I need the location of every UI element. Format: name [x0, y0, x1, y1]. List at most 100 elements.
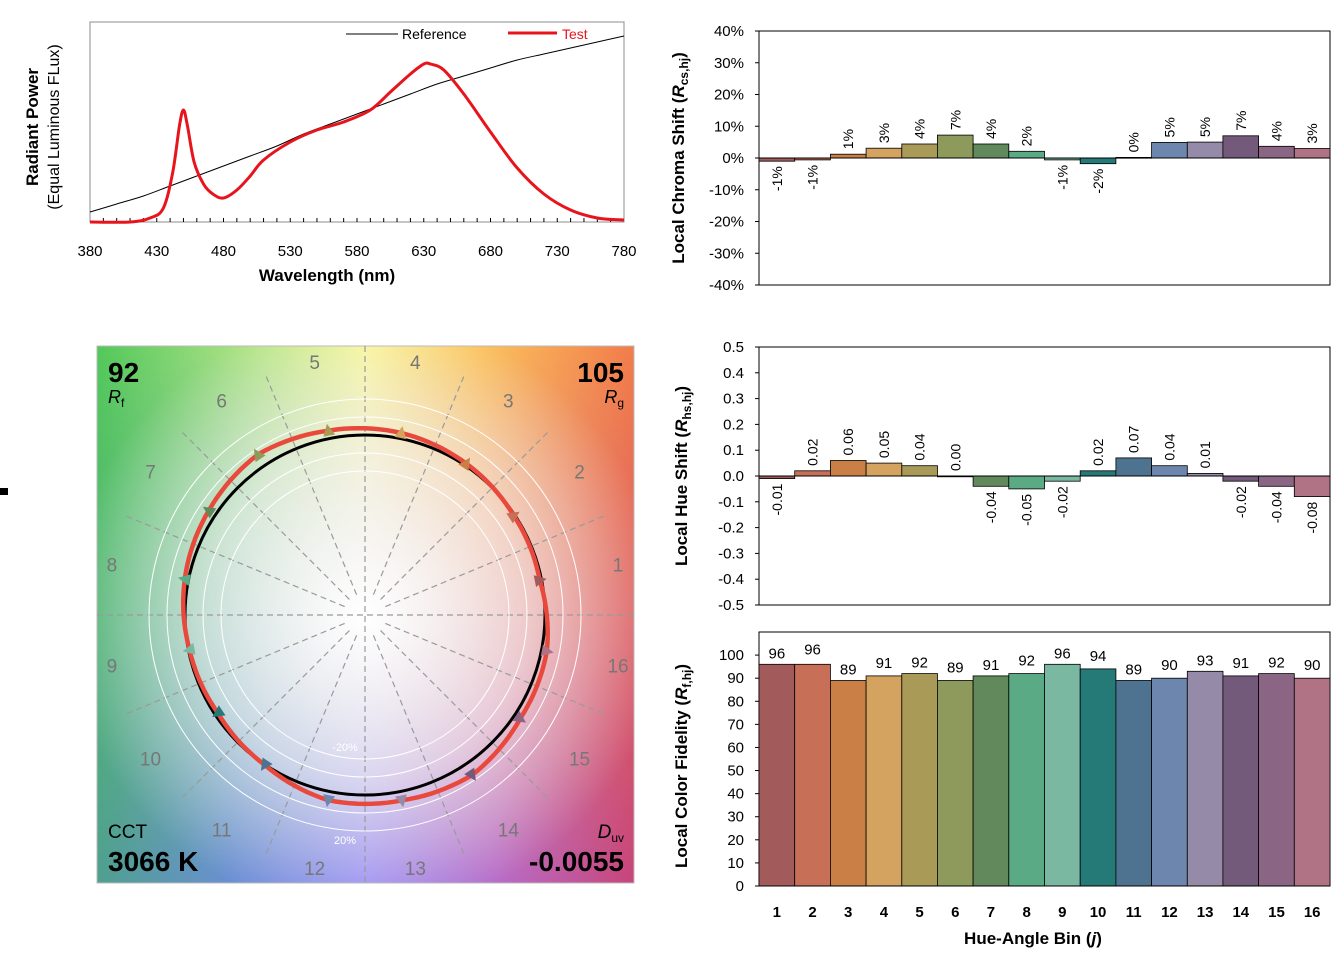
fid-bar-15	[1258, 673, 1295, 887]
vector-bin-label-2: 2	[574, 463, 585, 484]
spd-minor-ticks	[102, 218, 612, 222]
fid-bar-12	[1151, 677, 1188, 887]
fid-data-label-5: 92	[911, 655, 928, 672]
hue-data-label-9: -0.02	[1054, 486, 1070, 518]
vector-bg-center-glow	[65, 315, 665, 915]
hue-data-label-16: -0.08	[1304, 501, 1320, 533]
fidelity-y-tick-labels: 0 10 20 30 40 50 60 70 80 90 100	[719, 647, 759, 895]
spd-y-axis-subtitle: (Equal Luminous FLux)	[46, 44, 63, 209]
fid-bar-11	[1115, 680, 1153, 887]
chroma-data-label-1: -1%	[769, 166, 785, 191]
chroma-data-labels: -1% -1% 1% 3% 4% 7% 4% 2% -1% -2% 0% 5% 5% 7% 4% 3%	[769, 110, 1320, 194]
vector-test-outline	[180, 425, 550, 807]
vector-arrow-7	[202, 506, 217, 519]
rg-value: 105	[577, 357, 624, 388]
vector-ring	[148, 398, 582, 832]
hue-y-tick-labels: -0.5 -0.4 -0.3 -0.2 -0.1 0.0 0.1 0.2 0.3 0.4 0.5	[718, 339, 759, 614]
chroma-data-label-7: 4%	[983, 119, 999, 139]
hue-bar-9	[1044, 475, 1081, 482]
spd-x-tick-480: 480	[211, 243, 236, 260]
chroma-data-label-6: 7%	[947, 110, 963, 130]
vector-bin-boundary	[372, 372, 466, 595]
hue-bars	[758, 457, 1331, 498]
vector-ring	[166, 416, 564, 814]
hue-data-label-7: -0.04	[983, 491, 999, 523]
chroma-bar-15	[1258, 145, 1295, 159]
hue-y-tick: -0.4	[718, 571, 744, 588]
hue-data-label-5: 0.04	[912, 433, 928, 460]
spd-x-tick-630: 630	[411, 243, 436, 260]
hue-bar-2	[794, 470, 831, 477]
chroma-bar-13	[1186, 141, 1224, 159]
hue-data-label-10: 0.02	[1090, 438, 1106, 465]
fid-x-tick-13: 13	[1197, 904, 1214, 921]
hue-y-axis-title: Local Hue Shift (Rhs,hj)	[672, 386, 694, 566]
spd-x-tick-580: 580	[344, 243, 369, 260]
chroma-y-axis-title: Local Chroma Shift (Rcs,hj)	[669, 52, 691, 264]
chroma-y-tick: 20%	[714, 87, 744, 104]
chroma-data-label-12: 5%	[1161, 117, 1177, 137]
fid-bar-5	[901, 673, 938, 887]
fid-x-tick-11: 11	[1126, 904, 1142, 921]
vector-bin-boundary	[122, 514, 345, 608]
hue-y-tick: -0.5	[718, 597, 744, 614]
rg-label: Rg	[604, 387, 624, 410]
hue-y-tick: -0.2	[718, 520, 744, 537]
fid-x-tick-12: 12	[1161, 904, 1178, 921]
vector-arrow-8	[177, 574, 191, 586]
spd-x-axis-title: Wavelength (nm)	[259, 266, 395, 285]
vector-arrow-15	[512, 710, 527, 723]
hue-shift-chart: -0.5 -0.4 -0.3 -0.2 -0.1 0.0 0.1 0.2 0.3 0.4 0.5 -…	[672, 339, 1331, 614]
spd-x-tick-680: 680	[478, 243, 503, 260]
vector-arrow-14	[464, 767, 476, 781]
fid-x-tick-4: 4	[880, 904, 889, 921]
fid-y-tick: 30	[727, 809, 744, 826]
hue-data-label-12: 0.04	[1161, 433, 1177, 460]
fid-y-tick: 100	[719, 647, 744, 664]
hue-data-label-6: 0.00	[947, 444, 963, 471]
fid-data-label-10: 94	[1090, 648, 1107, 665]
chroma-data-label-16: 3%	[1304, 123, 1320, 143]
fid-x-tick-6: 6	[951, 904, 959, 921]
chroma-bars	[758, 134, 1331, 165]
vector-bin-label-11: 11	[212, 821, 232, 842]
legend-test-label: Test	[562, 26, 588, 42]
fid-y-tick: 50	[727, 763, 744, 780]
fid-y-tick: 40	[727, 786, 744, 803]
vector-bin-label-13: 13	[405, 859, 426, 880]
fid-x-tick-3: 3	[844, 904, 852, 921]
vector-arrow-12	[323, 794, 336, 808]
chroma-bar-6	[937, 134, 974, 159]
hue-y-tick: 0.2	[723, 416, 744, 433]
vector-arrow-16	[540, 644, 554, 657]
vector-bin-label-8: 8	[107, 556, 118, 577]
chroma-bar-8	[1008, 150, 1045, 159]
vector-bin-label-3: 3	[503, 391, 514, 412]
fid-y-tick: 60	[727, 739, 744, 756]
fidelity-bars	[758, 663, 1331, 887]
hue-y-tick: -0.1	[718, 494, 744, 511]
vector-bin-boundary	[380, 429, 551, 600]
spd-x-tick-380: 380	[77, 243, 102, 260]
vector-bin-label-10: 10	[140, 749, 161, 770]
fid-bar-10	[1079, 668, 1117, 887]
spd-x-tick-430: 430	[144, 243, 169, 260]
hue-bar-8	[1008, 475, 1045, 490]
fid-data-label-3: 89	[840, 661, 857, 678]
chroma-data-label-11: 0%	[1126, 132, 1142, 152]
vector-bin-label-1: 1	[613, 556, 624, 577]
chroma-data-label-10: -2%	[1090, 169, 1106, 194]
spd-y-axis-title: Radiant Power	[23, 68, 42, 186]
chroma-data-label-9: -1%	[1054, 165, 1070, 190]
chroma-bar-10	[1079, 157, 1117, 165]
hue-y-tick: -0.3	[718, 545, 744, 562]
chroma-bar-16	[1293, 148, 1331, 159]
hue-data-label-15: -0.04	[1268, 491, 1284, 523]
fid-y-tick: 80	[727, 693, 744, 710]
chroma-y-tick: -10%	[709, 182, 744, 199]
vector-bin-boundary	[179, 630, 350, 801]
hue-data-label-3: 0.06	[840, 428, 856, 455]
fid-data-label-8: 92	[1018, 653, 1035, 670]
fid-y-tick: 20	[727, 832, 744, 849]
